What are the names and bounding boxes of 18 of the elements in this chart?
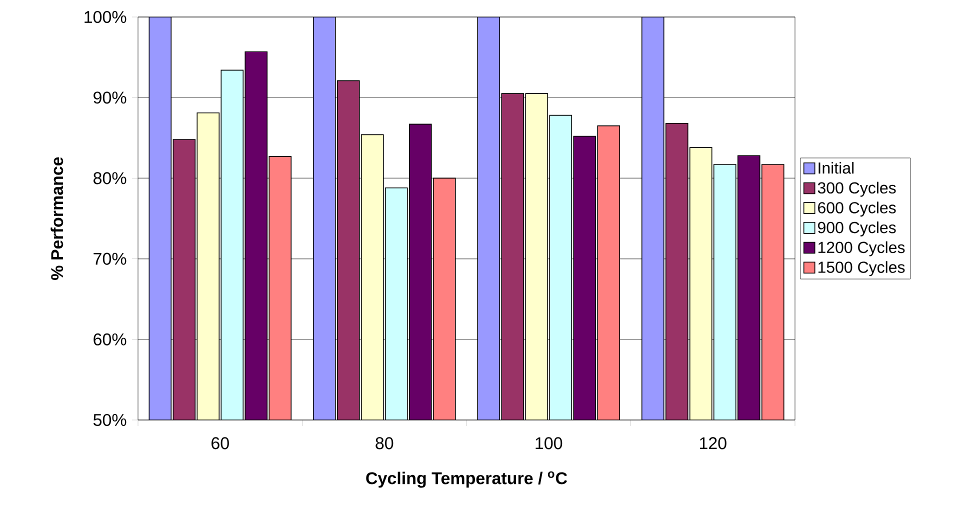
x-tick-label: 80 — [376, 437, 394, 450]
y-tick-label: 70% — [94, 252, 126, 265]
legend-label: 1200 Cycles — [818, 241, 905, 256]
legend-label: Initial — [818, 162, 854, 174]
legend-label: 900 Cycles — [818, 221, 896, 236]
x-tick-label: 120 — [700, 437, 726, 450]
y-tick-label: 100% — [84, 10, 126, 24]
x-axis-title: Cycling Temperature / $^{o}$C — [366, 471, 568, 488]
y-tick-label: 60% — [94, 333, 126, 346]
y-tick-label: 50% — [93, 414, 126, 426]
y-axis-title: % Performance — [50, 157, 64, 280]
x-tick-label: 60 — [212, 437, 229, 450]
y-tick-label: 90% — [94, 92, 126, 104]
legend-label: 1500 Cycles — [818, 261, 905, 276]
legend-label: 600 Cycles — [818, 202, 896, 217]
y-tick-label: 80% — [94, 172, 126, 184]
x-tick-label: 100 — [536, 437, 562, 450]
legend-label: 300 Cycles — [818, 182, 896, 197]
